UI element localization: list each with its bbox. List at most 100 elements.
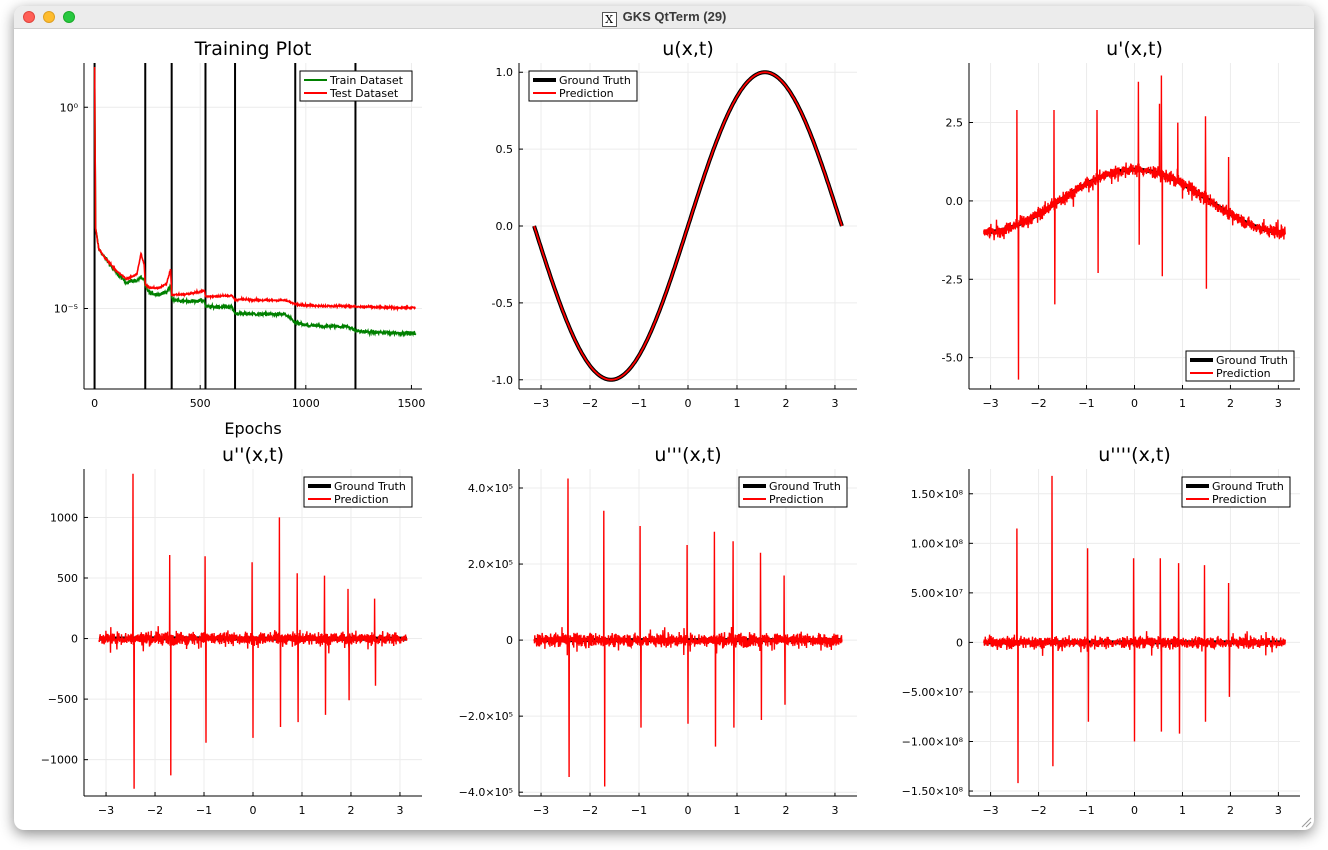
x-tick-label: 3: [1275, 397, 1282, 410]
y-tick-label: 1.0: [496, 66, 514, 79]
y-tick-label: 0: [506, 634, 513, 647]
legend-label: Test Dataset: [329, 87, 399, 100]
x-tick-label: 2: [347, 804, 354, 817]
x11-icon: X: [601, 12, 617, 27]
plot-area: [983, 75, 1286, 380]
x-tick-label: −3: [533, 397, 549, 410]
x-tick-label: −1: [631, 804, 647, 817]
y-tick-label: −5.00×10⁷: [902, 686, 963, 699]
y-tick-label: 2.5: [946, 117, 964, 130]
plot-area: [983, 475, 1286, 784]
x-tick-label: 1: [733, 397, 740, 410]
x-tick-label: 0: [250, 804, 257, 817]
legend-box: [738, 476, 848, 508]
resize-grip-icon[interactable]: [1300, 816, 1312, 828]
y-tick-label: 2.0×10⁵: [468, 558, 513, 571]
y-tick-label: 0: [71, 633, 78, 646]
legend-label: Prediction: [1216, 367, 1271, 380]
chart-panel-3: −3 −2 −1 0 1 2 3 2.5 0.0 -2.5 -5.0 u'(x,t) Ground Tr…: [942, 38, 1300, 410]
x-tick-label: 1000: [292, 397, 320, 410]
y-tick-label: −1000: [41, 754, 78, 767]
legend-label: Ground Truth: [559, 74, 631, 87]
x-tick-label: −1: [1078, 804, 1094, 817]
chart-panel-5: −3 −2 −1 0 1 2 3 4.0×10⁵ 2.0×10⁵ 0 −2.0×10⁵ −4.0×10…: [459, 444, 857, 817]
window-title: GKS QtTerm (29): [622, 9, 727, 24]
x-tick-label: 2: [1227, 397, 1234, 410]
legend-label: Ground Truth: [769, 480, 841, 493]
chart-title: u(x,t): [662, 38, 714, 60]
x-tick-label: −2: [1030, 804, 1046, 817]
chart-title: u'(x,t): [1106, 38, 1163, 60]
y-tick-label: 1000: [50, 511, 78, 524]
y-tick-label: -1.0: [492, 374, 513, 387]
legend-box: [1181, 476, 1291, 508]
x-tick-label: 1: [1179, 804, 1186, 817]
legend-label: Train Dataset: [329, 74, 404, 87]
x-tick-label: 1: [733, 804, 740, 817]
plot-area: [98, 473, 408, 789]
x-tick-label: 1: [298, 804, 305, 817]
plot-area: [532, 70, 844, 382]
plot-area: [93, 63, 417, 389]
zoom-button[interactable]: [63, 11, 75, 23]
x-tick-label: 3: [831, 804, 838, 817]
y-tick-label: −4.0×10⁵: [459, 786, 513, 799]
legend-label: Prediction: [769, 493, 824, 506]
legend-label: Prediction: [559, 87, 614, 100]
x-tick-label: 0: [91, 397, 98, 410]
chart-title: u''''(x,t): [1098, 444, 1171, 466]
x-tick-label: 1: [1179, 397, 1186, 410]
y-tick-label: 1.50×10⁸: [911, 488, 964, 501]
x-tick-label: 2: [1227, 804, 1234, 817]
x-tick-label: 0: [1131, 397, 1138, 410]
x-tick-label: −3: [98, 804, 114, 817]
x-tick-label: 0: [1131, 804, 1138, 817]
legend-box: [299, 70, 413, 102]
y-tick-label: 5.00×10⁷: [911, 587, 963, 600]
y-tick-label: −1.00×10⁸: [902, 736, 964, 749]
app-window: X GKS QtTerm (29) 0 500 1000 1500 10⁰ 10⁻⁵ Trai…: [14, 6, 1314, 830]
plot-area: [533, 478, 843, 787]
y-tick-label: 500: [57, 572, 78, 585]
legend-label: Prediction: [334, 493, 389, 506]
chart-title: Training Plot: [194, 38, 312, 60]
series-line-prediction: [533, 71, 843, 381]
y-tick-label: -2.5: [942, 273, 963, 286]
chart-panel-4: −3 −2 −1 0 1 2 3 1000 500 0 −500 −1000 u''(x,t) Groun…: [41, 444, 422, 817]
series-line-prediction: [983, 475, 1286, 784]
series-line-prediction: [98, 473, 408, 789]
x-tick-label: 3: [831, 397, 838, 410]
x-tick-label: −3: [982, 804, 998, 817]
series-line-prediction: [533, 478, 843, 787]
legend-box: [303, 476, 413, 508]
x-tick-label: 500: [190, 397, 211, 410]
x-tick-label: 0: [685, 397, 692, 410]
x-tick-label: 3: [396, 804, 403, 817]
minimize-button[interactable]: [43, 11, 55, 23]
x-tick-label: −2: [582, 804, 598, 817]
y-tick-label: 4.0×10⁵: [468, 482, 513, 495]
x-tick-label: −3: [533, 804, 549, 817]
x-tick-label: −1: [196, 804, 212, 817]
y-tick-label: −500: [48, 693, 78, 706]
legend-label: Ground Truth: [334, 480, 406, 493]
x-tick-label: 0: [685, 804, 692, 817]
y-tick-label: 10⁻⁵: [54, 303, 78, 316]
chart-title: u''(x,t): [222, 444, 284, 466]
window-title-area: X GKS QtTerm (29): [14, 9, 1314, 27]
x-tick-label: −2: [582, 397, 598, 410]
y-tick-label: −1.50×10⁸: [902, 785, 964, 798]
close-button[interactable]: [23, 11, 35, 23]
x-tick-label: −1: [631, 397, 647, 410]
chart-title: u'''(x,t): [654, 444, 721, 466]
legend-label: Ground Truth: [1216, 354, 1288, 367]
y-tick-label: 10⁰: [60, 101, 79, 114]
y-tick-label: 1.00×10⁸: [911, 537, 964, 550]
